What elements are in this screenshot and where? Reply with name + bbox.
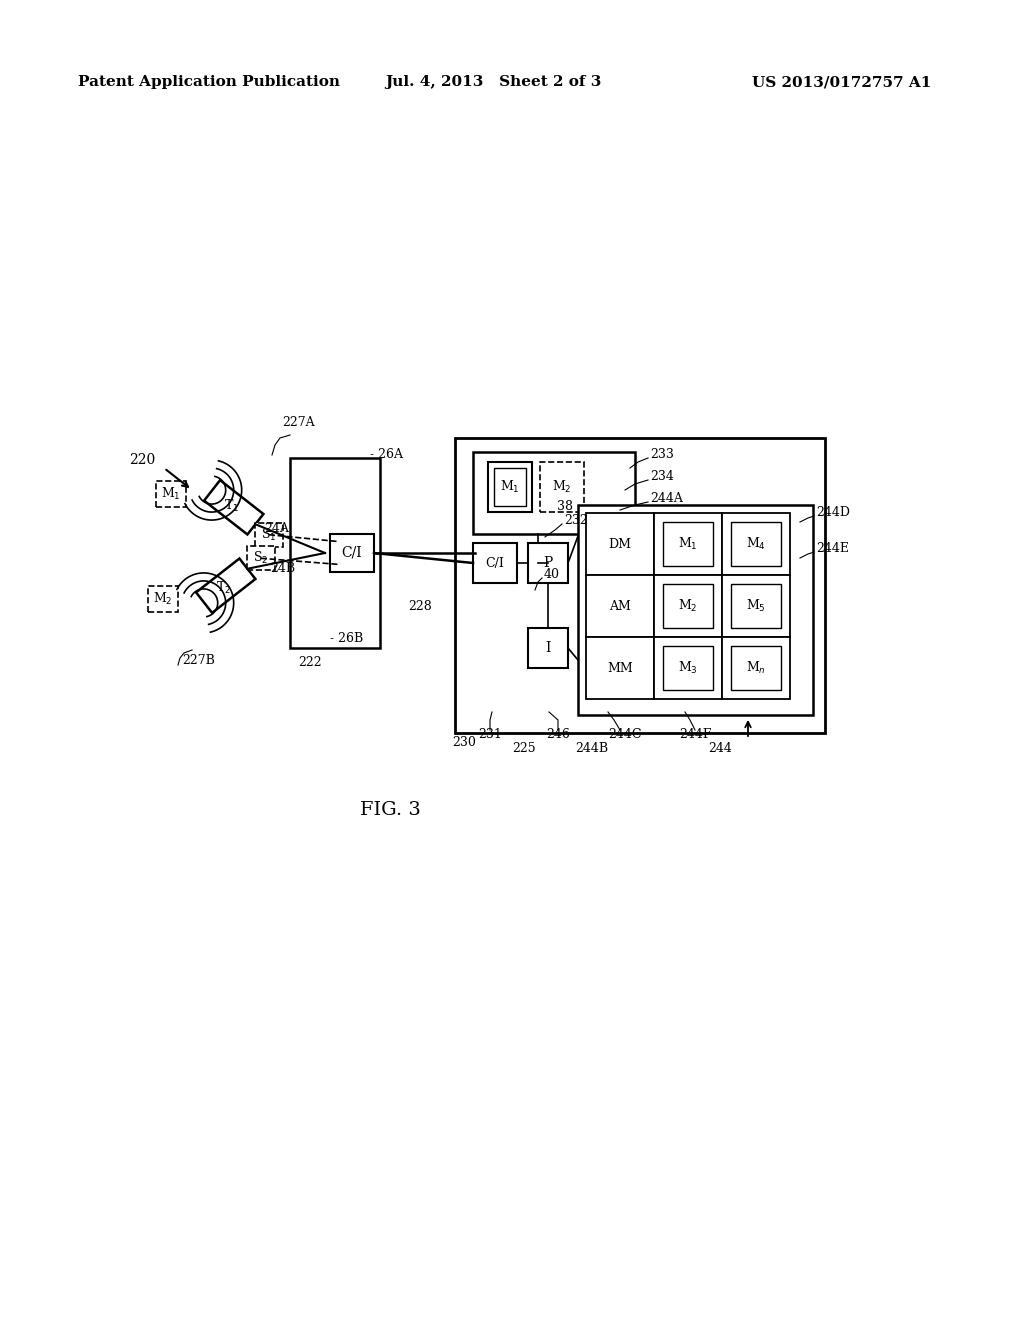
- Text: 246: 246: [546, 727, 570, 741]
- Bar: [528, 543, 568, 583]
- Text: - 26B: - 26B: [330, 631, 364, 644]
- Text: M$_1$: M$_1$: [678, 536, 697, 552]
- Bar: [722, 576, 790, 638]
- Text: DM: DM: [608, 537, 632, 550]
- Text: 244: 244: [708, 742, 732, 755]
- Bar: [255, 523, 283, 546]
- Bar: [586, 638, 654, 700]
- Bar: [290, 458, 380, 648]
- Polygon shape: [204, 480, 263, 535]
- Bar: [731, 583, 781, 628]
- Text: FIG. 3: FIG. 3: [359, 801, 421, 818]
- Text: 244F: 244F: [679, 727, 712, 741]
- Bar: [722, 513, 790, 576]
- Text: M$_4$: M$_4$: [746, 536, 766, 552]
- Bar: [473, 543, 517, 583]
- Text: 38: 38: [557, 499, 573, 512]
- Text: - 26A: - 26A: [370, 449, 403, 462]
- Text: M$_1$: M$_1$: [161, 486, 180, 502]
- Bar: [663, 583, 713, 628]
- Bar: [654, 513, 722, 576]
- Text: 230: 230: [452, 735, 476, 748]
- Bar: [586, 576, 654, 638]
- Bar: [578, 506, 813, 715]
- Text: T$_2$: T$_2$: [216, 579, 231, 595]
- Text: Jul. 4, 2013   Sheet 2 of 3: Jul. 4, 2013 Sheet 2 of 3: [385, 75, 601, 88]
- Text: 228: 228: [409, 601, 432, 614]
- Polygon shape: [196, 558, 255, 612]
- Bar: [156, 480, 185, 507]
- Bar: [473, 451, 635, 535]
- Text: Patent Application Publication: Patent Application Publication: [78, 75, 340, 88]
- Bar: [494, 469, 526, 506]
- Text: 222: 222: [298, 656, 322, 668]
- Bar: [330, 535, 374, 572]
- Bar: [455, 438, 825, 733]
- Bar: [586, 513, 654, 576]
- Text: P: P: [544, 556, 553, 570]
- Text: M$_2$: M$_2$: [153, 591, 173, 607]
- Text: I: I: [546, 642, 551, 655]
- Text: 225: 225: [512, 742, 536, 755]
- Text: M$_3$: M$_3$: [678, 660, 698, 676]
- Bar: [528, 628, 568, 668]
- Bar: [147, 586, 178, 612]
- Bar: [488, 462, 532, 512]
- Bar: [247, 546, 274, 570]
- Bar: [731, 521, 781, 566]
- Bar: [540, 462, 584, 512]
- Text: M$_2$: M$_2$: [678, 598, 697, 614]
- Text: M$_2$: M$_2$: [552, 479, 571, 495]
- Text: S$_1$: S$_1$: [261, 527, 276, 543]
- Bar: [663, 521, 713, 566]
- Text: 244D: 244D: [816, 506, 850, 519]
- Text: 24A: 24A: [264, 521, 289, 535]
- Text: 234: 234: [650, 470, 674, 483]
- Text: T$_1$: T$_1$: [224, 498, 239, 513]
- Bar: [722, 638, 790, 700]
- Text: 40: 40: [544, 568, 560, 581]
- Text: 244B: 244B: [575, 742, 608, 755]
- Bar: [663, 645, 713, 690]
- Bar: [654, 576, 722, 638]
- Text: S$_2$: S$_2$: [253, 550, 268, 566]
- Text: 220: 220: [129, 453, 155, 467]
- Text: M$_n$: M$_n$: [746, 660, 766, 676]
- Bar: [654, 638, 722, 700]
- Text: 231: 231: [478, 727, 502, 741]
- Text: AM: AM: [609, 599, 631, 612]
- Text: 227A: 227A: [282, 416, 314, 429]
- Text: C/I: C/I: [342, 546, 362, 560]
- Text: M$_5$: M$_5$: [746, 598, 766, 614]
- Text: 227B: 227B: [182, 653, 215, 667]
- Text: 24B: 24B: [270, 561, 295, 574]
- Text: 244A: 244A: [650, 491, 683, 504]
- Text: MM: MM: [607, 661, 633, 675]
- Text: 244E: 244E: [816, 541, 849, 554]
- Text: 232: 232: [564, 513, 588, 527]
- Text: 233: 233: [650, 447, 674, 461]
- Bar: [731, 645, 781, 690]
- Text: US 2013/0172757 A1: US 2013/0172757 A1: [752, 75, 932, 88]
- Text: C/I: C/I: [485, 557, 505, 569]
- Text: 244C: 244C: [608, 727, 642, 741]
- Text: M$_1$: M$_1$: [500, 479, 520, 495]
